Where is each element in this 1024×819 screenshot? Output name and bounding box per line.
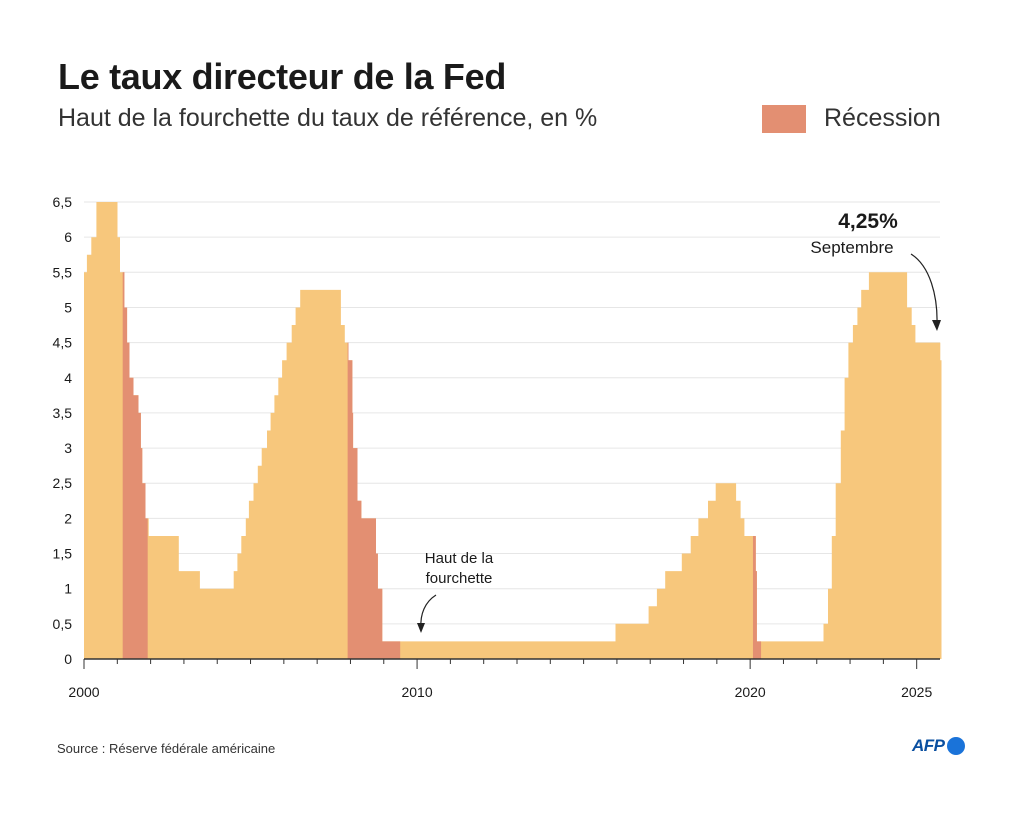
legend-label-recession: Récession: [824, 104, 941, 132]
y-tick-label: 2: [64, 510, 72, 526]
recession-band: [347, 202, 401, 659]
y-tick-label: 4: [64, 370, 72, 386]
recession-swatch: [762, 104, 806, 133]
latest-arrowhead: [932, 320, 941, 331]
rate-series: [84, 202, 942, 659]
recession-band: [752, 202, 762, 659]
range-note-line: Haut de la: [425, 550, 494, 567]
grid-lines: [84, 201, 940, 625]
y-tick-label: 4,5: [53, 335, 73, 351]
source-note: Source : Réserve fédérale américaine: [57, 741, 276, 756]
axes: 0 0,5 1 1,5 2 2,5 3 3,5 4 4,5 5 5,5 6 6,5 2000 2010 2020…: [53, 194, 940, 700]
range-note-line: fourchette: [426, 570, 493, 587]
x-tick-label: 2025: [901, 684, 932, 700]
y-tick-label: 3,5: [53, 405, 73, 421]
latest-arrow: [910, 253, 938, 327]
afp-logo: AFP: [912, 736, 965, 756]
y-tick-label: 6,5: [53, 194, 73, 210]
y-tick-label: 0,5: [53, 616, 73, 632]
y-tick-label: 1,5: [53, 546, 73, 562]
range-arrowhead: [417, 623, 425, 633]
rate-area: [84, 202, 942, 659]
y-tick-label: 2,5: [53, 475, 73, 491]
logo-text: AFP: [912, 736, 945, 755]
y-tick-label: 5: [64, 299, 72, 315]
latest-value-label: 4,25%: [838, 210, 898, 233]
chart-title: Le taux directeur de la Fed: [58, 56, 507, 97]
x-tick-label: 2020: [735, 684, 766, 700]
y-tick-label: 6: [64, 229, 72, 245]
y-tick-label: 5,5: [53, 264, 73, 280]
chart-legend: Récession: [762, 104, 941, 133]
latest-date-label: Septembre: [810, 238, 893, 257]
y-tick-label: 1: [64, 581, 72, 597]
x-tick-label: 2010: [401, 684, 432, 700]
chart-subtitle: Haut de la fourchette du taux de référen…: [58, 104, 598, 132]
x-tick-label: 2000: [68, 684, 99, 700]
recession-band: [122, 202, 148, 659]
y-tick-label: 0: [64, 651, 72, 667]
annotations: 4,25% Septembre Haut de la fourchette: [417, 210, 941, 633]
logo-dot-icon: [946, 737, 965, 755]
y-tick-label: 3: [64, 440, 72, 456]
